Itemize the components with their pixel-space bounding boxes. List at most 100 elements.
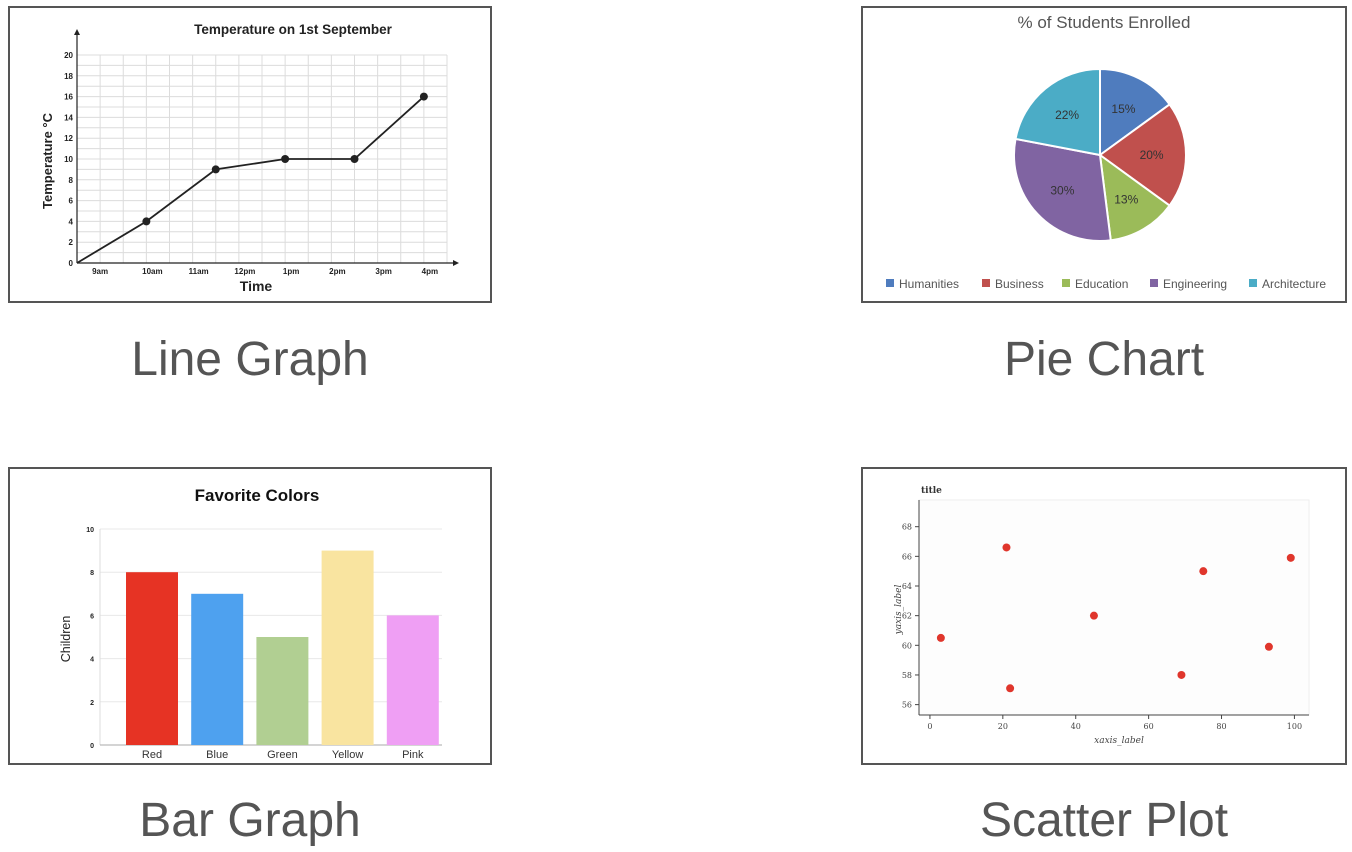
pie-slice [1013, 137, 1112, 242]
slice-value-label: 22% [1055, 108, 1079, 122]
scatter-plot-panel: 56 58 60 62 64 66 68 0 20 40 60 80 100 title xaxis_lab… [861, 467, 1347, 765]
x-tick-label: 2pm [329, 267, 345, 276]
x-tick-label: 4pm [422, 267, 438, 276]
x-tick-label: 11am [189, 267, 209, 276]
legend-swatch [1249, 279, 1257, 287]
y-axis-arrow-icon [74, 29, 80, 35]
data-point [936, 633, 945, 642]
series-line [76, 95, 425, 264]
legend-swatch [982, 279, 990, 287]
pie-chart: % of Students Enrolled 15% 20% 13% 30% 22% Hum… [886, 13, 1326, 291]
x-tick-label: Green [267, 749, 298, 761]
y-tick-label: 20 [64, 51, 73, 60]
legend-swatch [1062, 279, 1070, 287]
x-axis-arrow-icon [453, 260, 459, 266]
slice-value-label: 13% [1114, 192, 1138, 206]
x-axis-label: xaxis_label [1094, 736, 1144, 746]
chart-title: Favorite Colors [195, 486, 320, 505]
line-graph-caption: Line Graph [131, 333, 369, 386]
x-axis-label: Time [240, 278, 273, 294]
y-axis-label: Children [59, 616, 73, 663]
bar [256, 637, 309, 745]
y-tick-label: 60 [902, 641, 912, 650]
legend-swatch [886, 279, 894, 287]
legend-label: Business [995, 277, 1044, 291]
y-tick-label: 0 [69, 259, 74, 268]
bar [191, 593, 244, 745]
x-tick-label: 80 [1216, 722, 1226, 731]
pie-slice [1098, 152, 1171, 242]
data-point [1002, 543, 1011, 552]
y-tick-label: 4 [90, 657, 94, 664]
y-tick-label: 58 [902, 671, 912, 680]
x-tick-label: Pink [402, 749, 424, 761]
scatter-chart: 56 58 60 62 64 66 68 0 20 40 60 80 100 title xaxis_lab… [894, 486, 1310, 746]
plot-area [918, 499, 1310, 716]
x-tick-label: 12pm [234, 267, 255, 276]
x-tick-label: Yellow [332, 749, 363, 761]
y-tick-label: 16 [64, 93, 73, 102]
chart-title: Temperature on 1st September [194, 22, 393, 37]
x-tick-label: 20 [998, 722, 1008, 731]
scatter-plot-caption: Scatter Plot [979, 794, 1229, 847]
pie-slice [1014, 67, 1101, 157]
line-chart: 0 2 4 6 8 10 12 14 16 18 20 9am 10am 11am 12pm 1pm 2pm 3p… [40, 22, 459, 294]
x-tick-label: 3pm [375, 267, 391, 276]
y-tick-label: 2 [69, 238, 74, 247]
data-point [281, 155, 290, 163]
y-tick-label: 56 [902, 701, 912, 710]
legend-label: Architecture [1262, 277, 1326, 291]
y-tick-label: 2 [90, 700, 94, 707]
x-tick-label: Red [142, 749, 162, 761]
y-tick-label: 8 [69, 176, 74, 185]
y-tick-label: 0 [90, 743, 94, 750]
x-tick-label: 40 [1071, 722, 1081, 731]
legend-label: Education [1075, 277, 1128, 291]
legend-swatch [1150, 279, 1158, 287]
y-tick-label: 12 [64, 134, 73, 143]
data-point [419, 92, 428, 101]
legend-label: Humanities [899, 277, 959, 291]
y-tick-label: 68 [902, 523, 912, 532]
pie-chart-panel: % of Students Enrolled 15% 20% 13% 30% 22% Hum… [861, 6, 1347, 303]
x-tick-label: Blue [206, 749, 228, 761]
y-tick-label: 14 [64, 113, 73, 122]
y-tick-label: 6 [69, 197, 74, 206]
x-tick-label: 0 [927, 722, 932, 731]
y-tick-label: 4 [69, 217, 74, 226]
data-point [1089, 611, 1098, 620]
x-tick-label: 1pm [283, 267, 299, 276]
pie-slice [1098, 103, 1187, 207]
bar-graph-caption: Bar Graph [139, 794, 361, 847]
pie-chart-caption: Pie Chart [1003, 333, 1205, 386]
bar [126, 572, 178, 745]
x-tick-label: 10am [142, 267, 162, 276]
y-tick-label: 10 [64, 155, 73, 164]
data-point [1177, 670, 1186, 679]
data-point [1286, 553, 1295, 562]
chart-title: % of Students Enrolled [1018, 13, 1191, 32]
slice-value-label: 30% [1050, 183, 1074, 197]
bar [321, 550, 374, 745]
y-tick-label: 6 [90, 613, 94, 620]
y-axis-label: Temperature °C [40, 112, 55, 209]
bar-graph-panel: 0 2 4 6 8 10 Red Blue Green Yellow Pink Favorite Co… [8, 467, 492, 765]
data-point [1006, 684, 1015, 693]
line-graph-panel: 0 2 4 6 8 10 12 14 16 18 20 9am 10am 11am 12pm 1pm 2pm 3p… [8, 6, 492, 303]
y-tick-label: 64 [902, 582, 912, 591]
legend-label: Engineering [1163, 277, 1227, 291]
y-tick-label: 18 [64, 72, 73, 81]
y-tick-label: 8 [90, 570, 94, 577]
y-axis-label: yaxis_label [894, 585, 904, 636]
y-tick-label: 66 [902, 552, 912, 561]
data-point [1199, 567, 1208, 576]
data-point [1264, 642, 1273, 651]
slice-value-label: 20% [1140, 148, 1164, 162]
bar [386, 615, 439, 745]
x-tick-label: 9am [92, 267, 108, 276]
x-tick-label: 100 [1287, 722, 1302, 731]
slice-value-label: 15% [1111, 102, 1135, 116]
bar-chart: 0 2 4 6 8 10 Red Blue Green Yellow Pink Favorite Co… [59, 486, 442, 761]
data-point [211, 165, 220, 174]
data-point [350, 155, 359, 163]
